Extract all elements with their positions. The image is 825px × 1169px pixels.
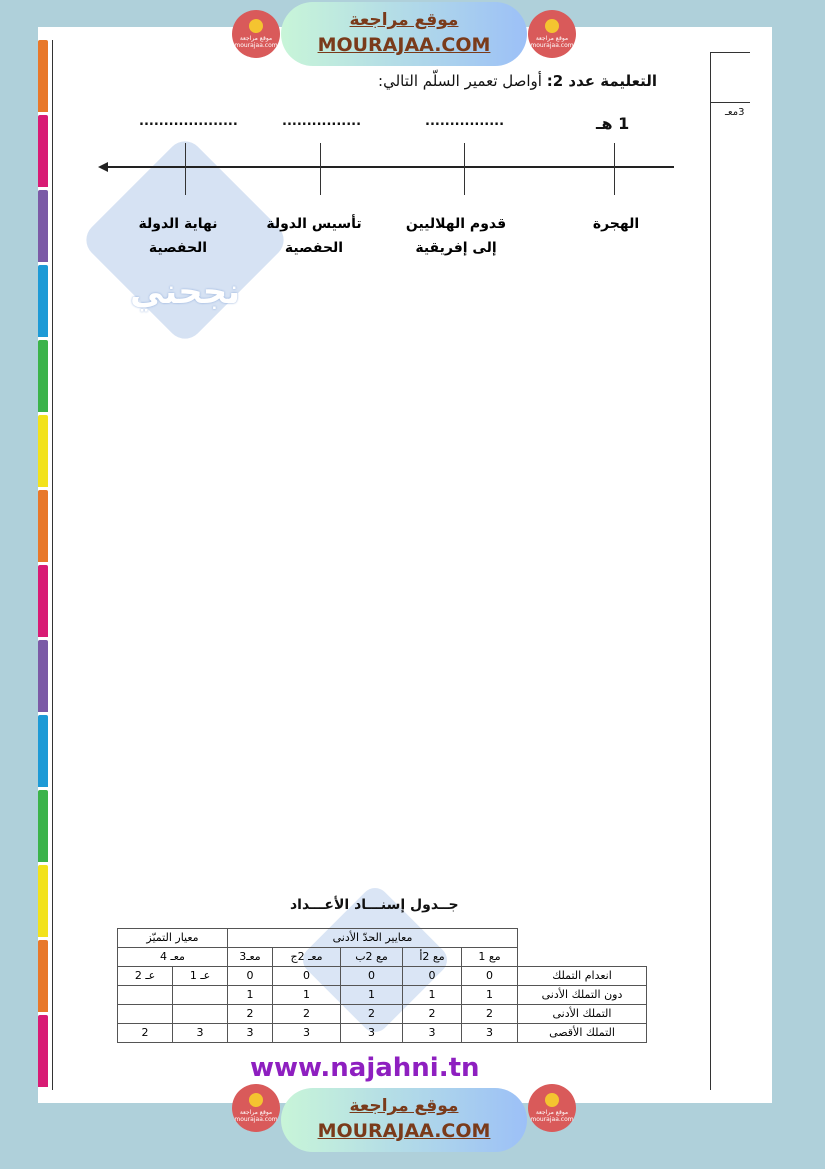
event-label: الهجرة — [592, 216, 640, 232]
table-row: 2 2 2 2 2 التملك الأدنى — [117, 1004, 647, 1024]
header-excellence: معيار التميّز — [117, 928, 228, 948]
watermark-brand: نجحني — [130, 272, 241, 312]
instruction-label: التعليمة عدد 2: — [546, 72, 657, 90]
arrow-left-icon — [98, 162, 108, 172]
grading-table: معيار التميّز معايير الحدّ الأدنى معـ 4 مع… — [117, 928, 647, 1043]
table-row: عـ 2 عـ 1 0 0 0 0 0 انعدام التملك — [117, 966, 647, 986]
banner-english: MOURAJAA.COM — [317, 34, 491, 56]
banner-english: MOURAJAA.COM — [317, 1120, 491, 1142]
color-strip — [38, 40, 48, 1090]
watermark-url: www.najahni.tn — [250, 1053, 480, 1083]
date-label: 1 هـ — [596, 114, 630, 133]
side-fragment: 3معـ — [725, 107, 745, 118]
timeline-tick — [185, 143, 186, 195]
timeline-tick — [320, 143, 321, 195]
timeline-tick — [614, 143, 615, 195]
instruction-text: أواصل تعمير السلّم التالي: — [378, 72, 542, 90]
logo-badge: موقع مراجعة mourajaa.com — [232, 1084, 280, 1132]
margin-line — [52, 40, 53, 1090]
event-label: قدوم الهلاليين إلى إفريقية — [405, 216, 507, 256]
banner-arabic: موقع مراجعة — [349, 10, 459, 30]
grading-title: جــدول إسنـــاد الأعـــداد — [290, 897, 459, 913]
logo-badge: موقع مراجعة mourajaa.com — [528, 10, 576, 58]
right-border-top — [710, 52, 750, 53]
event-label: تأسيس الدولة الحفصية — [266, 216, 362, 256]
bottom-banner[interactable]: موقع مراجعة MOURAJAA.COM — [281, 1088, 527, 1152]
top-banner[interactable]: موقع مراجعة MOURAJAA.COM — [281, 2, 527, 66]
date-blank[interactable]: .................... — [139, 114, 238, 129]
right-border-mid — [710, 102, 750, 103]
date-blank[interactable]: ................ — [282, 114, 362, 129]
banner-arabic: موقع مراجعة — [349, 1096, 459, 1116]
right-page-edge — [710, 52, 711, 1090]
date-blank[interactable]: ................ — [425, 114, 505, 129]
logo-badge: موقع مراجعة mourajaa.com — [528, 1084, 576, 1132]
timeline-axis — [104, 166, 674, 168]
instruction: التعليمة عدد 2: أواصل تعمير السلّم التال… — [378, 72, 657, 90]
table-row: 1 1 1 1 1 دون التملك الأدنى — [117, 985, 647, 1005]
timeline-tick — [464, 143, 465, 195]
table-row: 2 3 3 3 3 3 3 التملك الأقصى — [117, 1023, 647, 1043]
event-label: نهاية الدولة الحفصية — [138, 216, 218, 256]
header-minimum: معايير الحدّ الأدنى — [227, 928, 518, 948]
logo-badge: موقع مراجعة mourajaa.com — [232, 10, 280, 58]
